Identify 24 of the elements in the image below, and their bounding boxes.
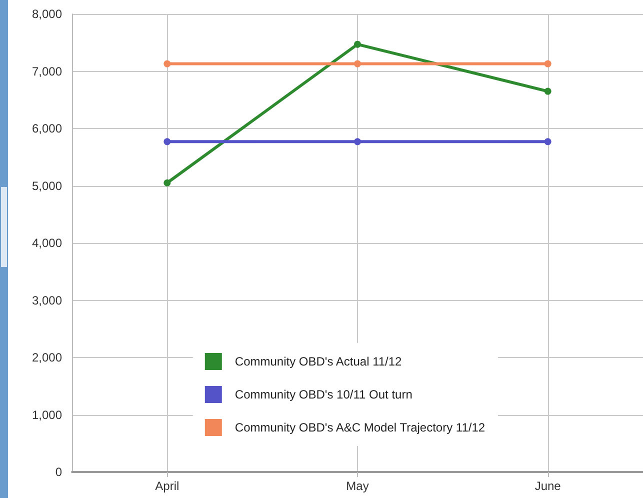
point bbox=[164, 138, 171, 146]
y-tick-label: 8,000 bbox=[32, 7, 62, 21]
point bbox=[544, 138, 552, 146]
y-tick-label: 0 bbox=[55, 465, 62, 479]
point bbox=[354, 60, 361, 68]
legend-label: Community OBD's 10/11 Out turn bbox=[234, 388, 412, 402]
point bbox=[164, 60, 171, 68]
point bbox=[354, 40, 361, 48]
point bbox=[544, 60, 552, 68]
x-tick-label: June bbox=[534, 479, 562, 493]
y-tick-label: 2,000 bbox=[32, 350, 62, 364]
legend-label: Community OBD's Actual 11/12 bbox=[234, 354, 402, 368]
y-tick-label: 1,000 bbox=[32, 408, 62, 422]
y-tick-label: 4,000 bbox=[32, 236, 62, 250]
point bbox=[544, 88, 552, 95]
x-tick-label: May bbox=[346, 479, 369, 493]
y-tick-label: 6,000 bbox=[32, 122, 62, 136]
y-tick-label: 3,000 bbox=[32, 293, 62, 308]
y-tick-label: 7,000 bbox=[32, 64, 62, 78]
legend-label: Community OBD's A&C Model Trajectory 11/12 bbox=[234, 420, 486, 434]
point bbox=[354, 138, 361, 146]
point bbox=[164, 179, 171, 186]
x-tick-label: April bbox=[155, 479, 180, 493]
y-tick-label: 5,000 bbox=[32, 178, 62, 193]
